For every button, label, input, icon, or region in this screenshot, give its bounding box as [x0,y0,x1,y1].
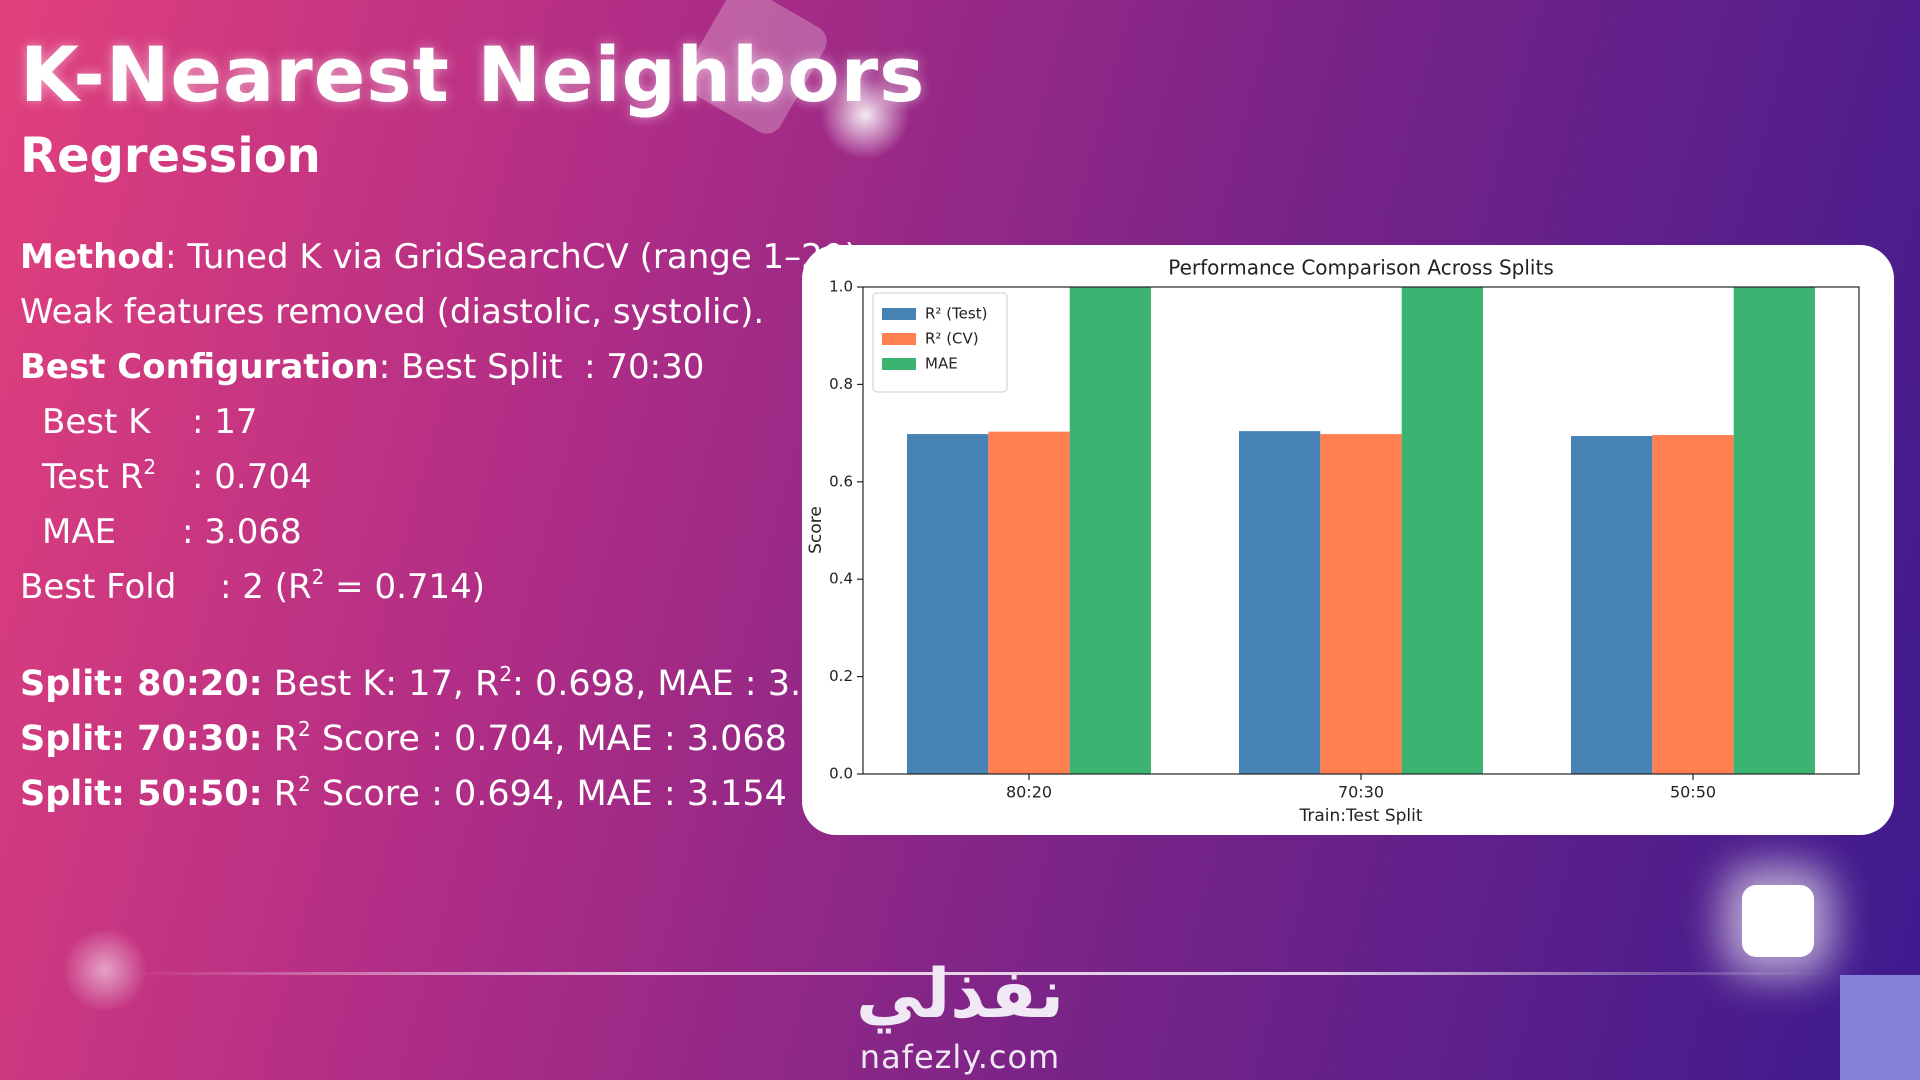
divider [130,972,1830,975]
detail-line: Weak features removed (diastolic, systol… [20,285,869,340]
x-axis-label: Train:Test Split [1298,806,1422,826]
legend-label: R² (Test) [925,305,987,323]
text: Best K [42,402,151,442]
text: Best K: 17, R [273,664,500,704]
sup: 2 [298,717,311,741]
y-tick-label: 0.8 [829,375,853,393]
legend-label: MAE [925,355,958,373]
text: : 70:30 [584,347,705,387]
sup: 2 [499,662,513,686]
y-tick-label: 0.6 [829,472,853,490]
split-line: Split: 70:30: R2 Score : 0.704, MAE : 3.… [20,712,868,767]
bar [1652,435,1734,774]
legend-swatch [882,358,916,370]
decor-shape [1840,975,1920,1080]
logo: نفذلي [855,955,1065,1034]
text: R [273,719,299,759]
split-line: Split: 50:50: R2 Score : 0.694, MAE : 3.… [20,767,868,822]
text: : Tuned K via GridSearchCV (range 1–20). [165,237,869,277]
chart: Performance Comparison Across Splits Tra… [802,245,1894,835]
glow [820,70,910,160]
text: (R [274,567,312,607]
text: MAE [42,512,117,552]
detail-line: MAE : 3.068 [20,505,869,560]
x-tick-label: 70:30 [1338,783,1384,802]
y-tick-label: 0.4 [829,570,853,588]
text: R [273,774,299,814]
x-tick-label: 50:50 [1670,783,1716,802]
bar [1069,287,1152,774]
details: Method: Tuned K via GridSearchCV (range … [20,230,869,615]
logo-site: nafezly.com [859,1038,1061,1076]
y-tick-label: 0.2 [829,667,853,685]
subtitle: Regression [20,128,321,184]
y-axis-label: Score [806,506,826,554]
split-line: Split: 80:20: Best K: 17, R2: 0.698, MAE… [20,657,868,712]
label: Split: 70:30: [20,719,263,759]
bar [988,431,1070,774]
text: : 3.068 [182,512,302,552]
title: K-Nearest Neighbors [20,30,926,119]
bar [1238,431,1321,774]
text: : 2 [220,567,264,607]
text: : Best Split [378,347,563,387]
label: Best Configuration [20,347,379,387]
label: Split: 50:50: [20,774,263,814]
bar [1320,434,1402,774]
text: Test R [42,457,144,497]
detail-line: Best Fold : 2 (R2 = 0.714) [20,560,869,615]
bar [1401,287,1484,774]
text: : 0.704 [192,457,312,497]
text: : 17 [192,402,258,442]
chart-title: Performance Comparison Across Splits [1168,256,1554,280]
text: Score : 0.694, MAE : 3.154 [321,774,787,814]
detail-line: Best K : 17 [20,395,869,450]
legend-swatch [882,308,916,320]
sup: 2 [298,772,311,796]
bar [1733,287,1816,774]
splits: Split: 80:20: Best K: 17, R2: 0.698, MAE… [20,657,868,822]
legend-label: R² (CV) [925,330,979,348]
legend-swatch [882,333,916,345]
label: Split: 80:20: [20,664,263,704]
detail-line: Best Configuration: Best Split : 70:30 [20,340,869,395]
text: = 0.714) [335,567,486,607]
y-tick-label: 0.0 [829,765,853,783]
text: Best Fold [20,567,177,607]
sup: 2 [143,455,157,479]
label: Method [20,237,166,277]
bars [906,287,1816,774]
y-tick-label: 1.0 [829,278,853,296]
glow [60,930,150,1010]
detail-line: Method: Tuned K via GridSearchCV (range … [20,230,869,285]
decor-square [1742,885,1814,957]
x-tick-label: 80:20 [1006,783,1052,802]
sup: 2 [311,565,325,589]
text: Score : 0.704, MAE : 3.068 [321,719,787,759]
plot-frame [862,286,1860,775]
text: Weak features removed (diastolic, systol… [20,292,765,332]
bar [906,434,989,774]
detail-line: Test R2 : 0.704 [20,450,869,505]
bar [1570,436,1653,774]
